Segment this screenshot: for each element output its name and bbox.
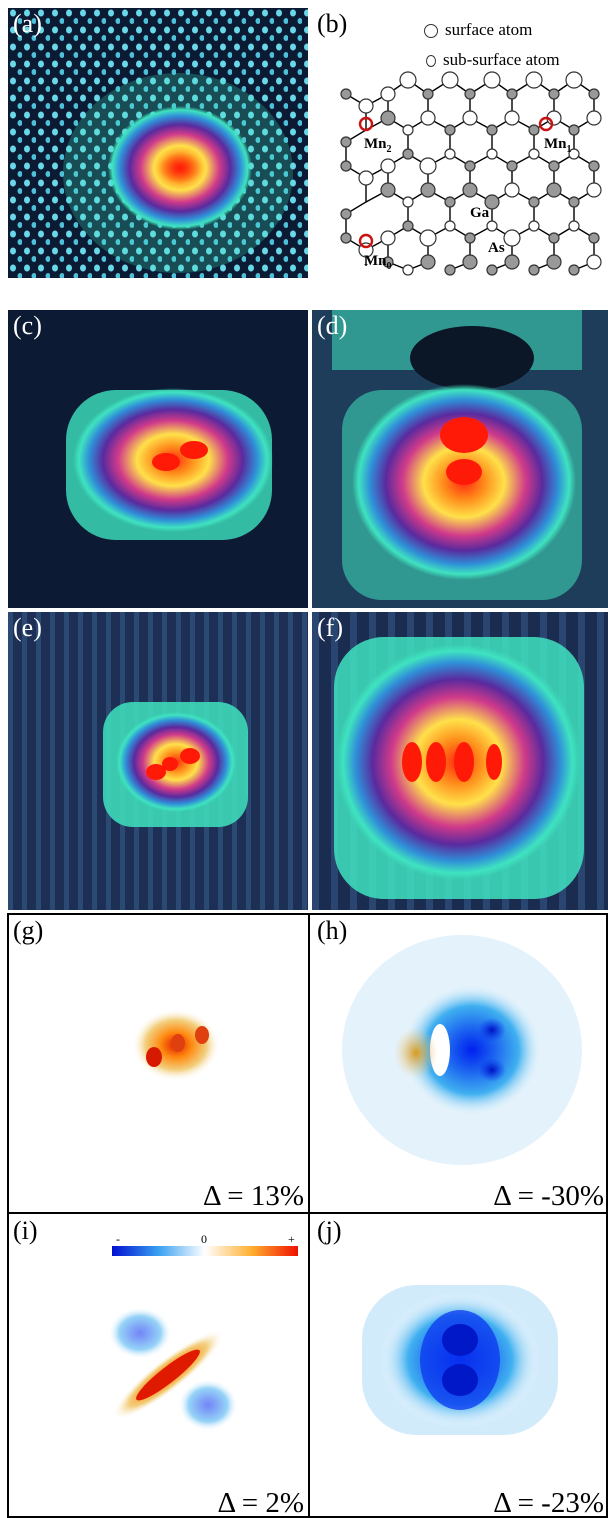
colorbar xyxy=(112,1246,298,1256)
label-as: As xyxy=(488,240,505,256)
panel-j-image xyxy=(312,1215,608,1518)
mn2-ring xyxy=(358,116,374,132)
panel-f-label: (f) xyxy=(317,613,343,642)
mn0-ring xyxy=(358,233,374,249)
panel-e-label: (e) xyxy=(13,613,42,642)
panel-h-label: (h) xyxy=(317,916,348,945)
colorbar-zero-label: 0 xyxy=(201,1232,207,1246)
panel-c-label: (c) xyxy=(13,311,42,340)
label-mn0: Mn0 xyxy=(364,253,392,272)
panel-c-image xyxy=(8,310,308,608)
panel-e-simulated-map: (e) xyxy=(8,612,308,910)
panel-d-image xyxy=(312,310,608,608)
panel-i-label: (i) xyxy=(13,1216,38,1245)
colorbar-minus-label: - xyxy=(116,1232,120,1246)
panel-i-difference-map: (i) - 0 + Δ = 2% xyxy=(8,1215,308,1518)
panel-a-stm-lattice: (a) xyxy=(8,8,308,278)
panel-g-image xyxy=(8,915,308,1211)
legend-subsurface-atom: sub-surface atom xyxy=(426,50,560,70)
label-mn2: Mn2 xyxy=(364,136,392,155)
mn1-ring xyxy=(538,116,554,132)
label-mn1: Mn1 xyxy=(544,136,572,155)
panel-b-lattice-diagram: surface atom sub-surface atom Mn2 Mn1 Mn… xyxy=(312,8,608,278)
panel-g-delta: Δ = 13% xyxy=(202,1180,304,1211)
panel-d-stm-map: (d) xyxy=(312,310,608,608)
lower-panels-horizontal-divider xyxy=(7,1212,608,1214)
panel-b-label: (b) xyxy=(317,9,348,38)
panel-e-image xyxy=(8,612,308,910)
panel-a-image xyxy=(8,8,308,278)
surface-atom-icon xyxy=(424,24,438,39)
legend-surface-atom: surface atom xyxy=(424,20,532,40)
panel-h-delta: Δ = -30% xyxy=(493,1180,604,1211)
subsurface-atom-icon xyxy=(426,55,436,68)
panel-c-stm-map: (c) xyxy=(8,310,308,608)
panel-a-label: (a) xyxy=(13,9,42,38)
panel-h-image xyxy=(312,915,608,1211)
panel-h-difference-map: (h) Δ = -30% xyxy=(312,915,608,1211)
panel-i-delta: Δ = 2% xyxy=(217,1487,304,1518)
label-ga: Ga xyxy=(470,205,490,221)
panel-g-label: (g) xyxy=(13,916,44,945)
panel-g-difference-map: (g) Δ = 13% xyxy=(8,915,308,1211)
panel-f-image xyxy=(312,612,608,910)
colorbar-plus-label: + xyxy=(288,1232,295,1246)
lower-panels-vertical-divider xyxy=(308,913,310,1518)
lattice-diagram xyxy=(340,71,602,276)
panel-d-label: (d) xyxy=(317,311,348,340)
panel-j-label: (j) xyxy=(317,1216,342,1245)
panel-f-simulated-map: (f) xyxy=(312,612,608,910)
panel-j-difference-map: (j) Δ = -23% xyxy=(312,1215,608,1518)
panel-i-image xyxy=(8,1215,308,1518)
panel-j-delta: Δ = -23% xyxy=(493,1487,604,1518)
